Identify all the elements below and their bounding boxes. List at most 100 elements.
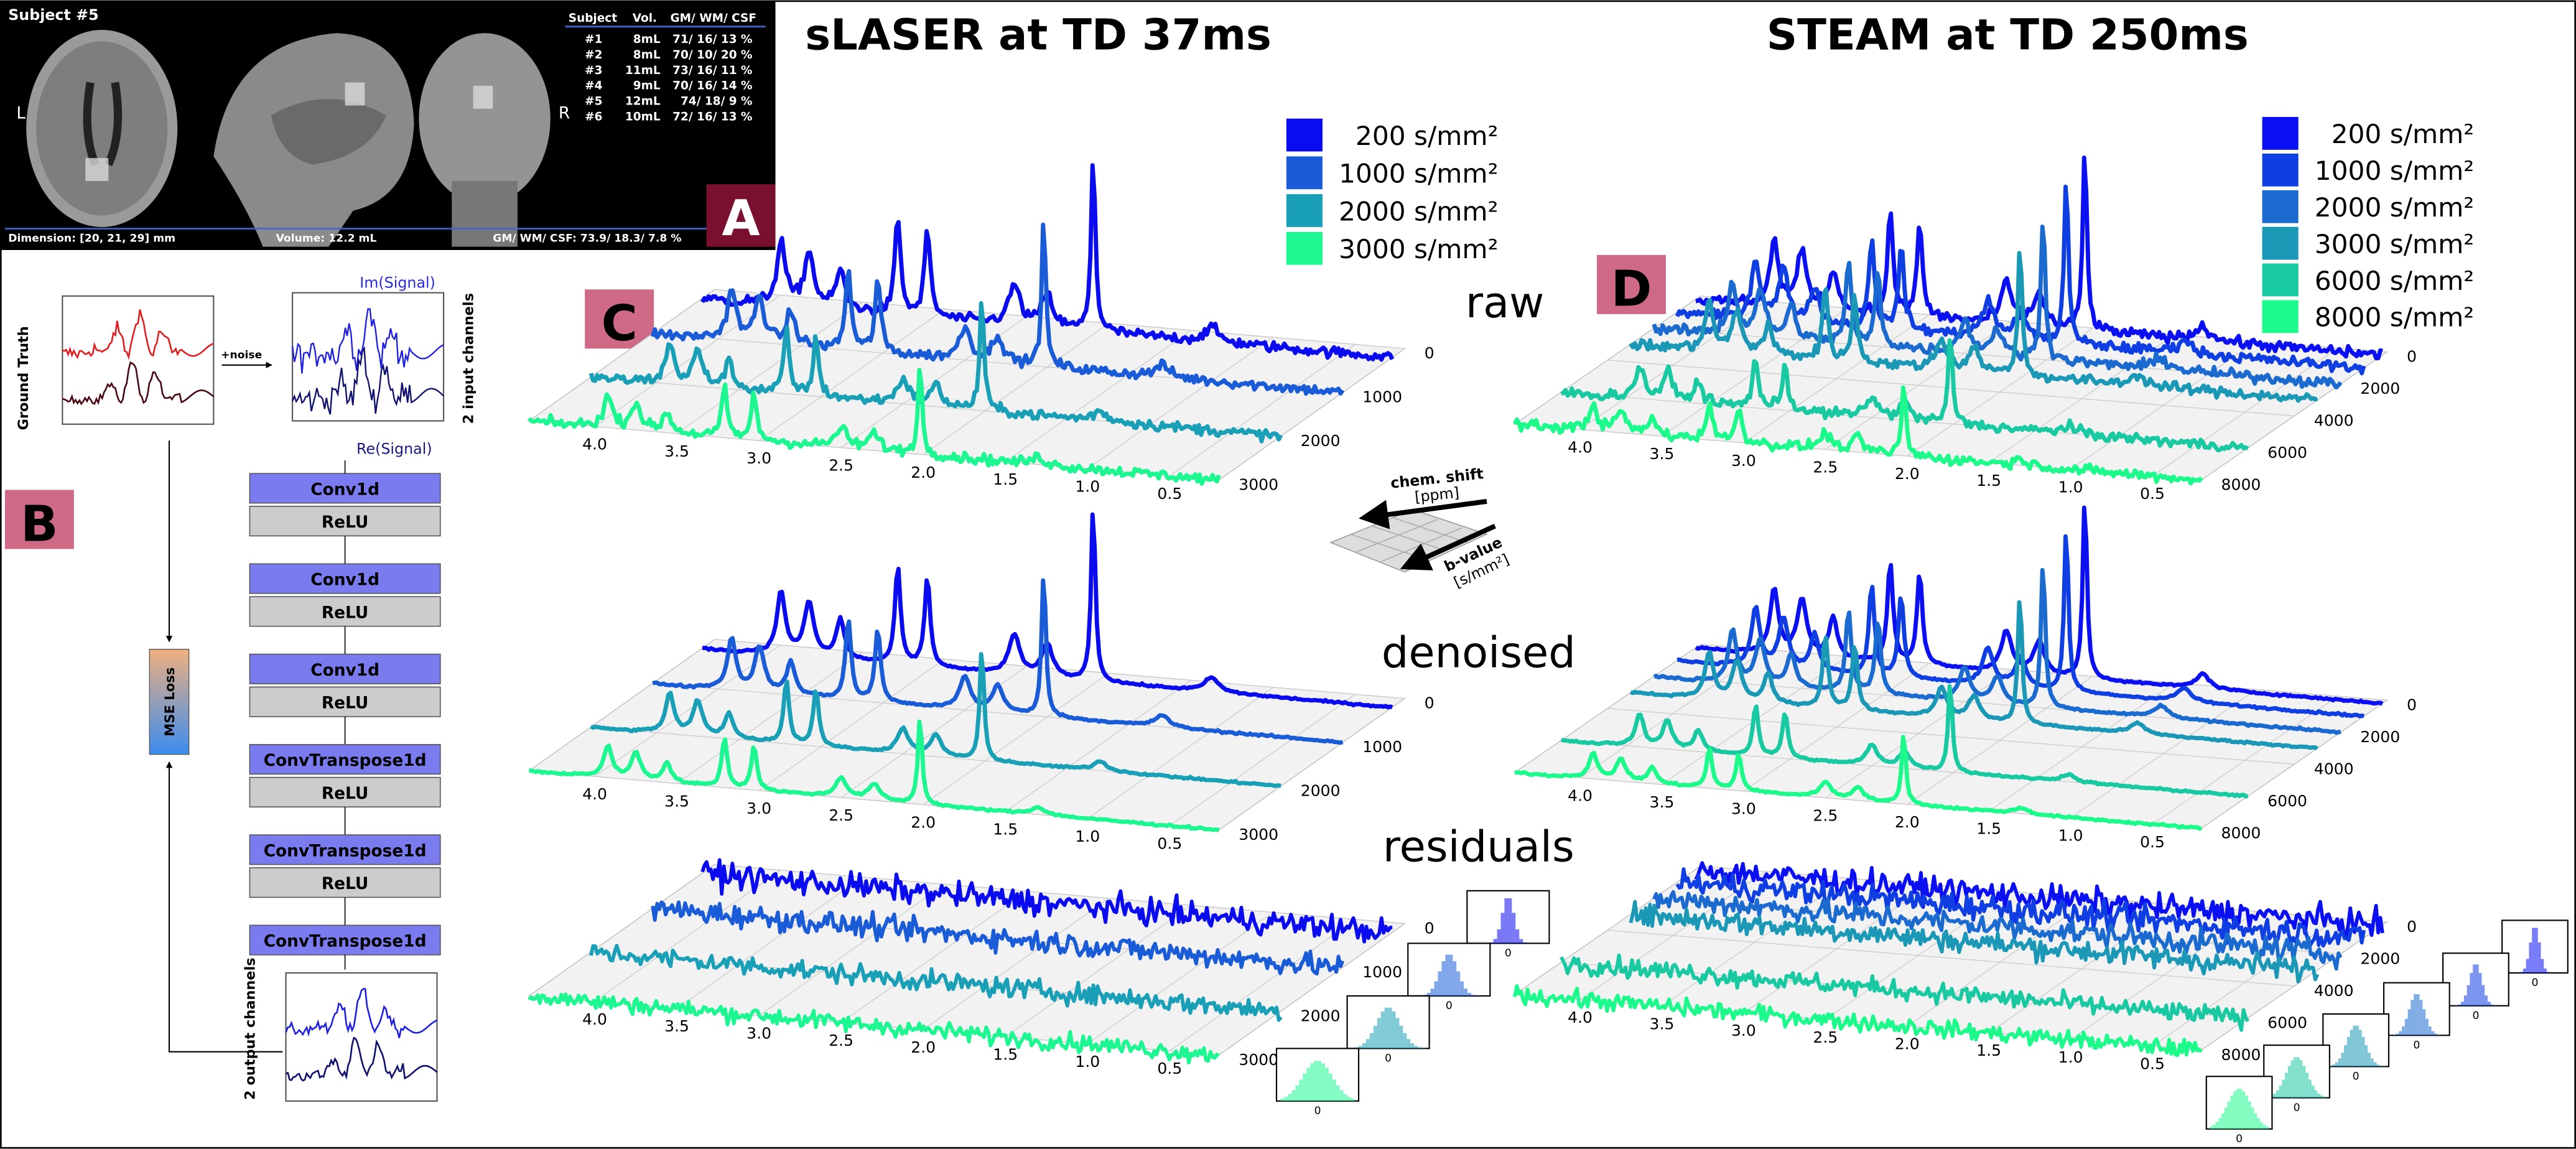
- floor-grid-line: [923, 323, 1110, 455]
- histogram-bar: [2233, 1091, 2236, 1129]
- floor-grid-line: [1005, 679, 1192, 812]
- histogram-bar: [1395, 1018, 1400, 1049]
- input-label: 2 input channels: [461, 293, 477, 424]
- layer-box: [249, 924, 441, 956]
- ppm-tick-label: 1.5: [1976, 820, 2001, 838]
- spectrum: [1629, 251, 2318, 403]
- floor-grid-line: [1514, 424, 2202, 481]
- histogram-bar: [1362, 1043, 1366, 1049]
- spectrum: [700, 858, 1393, 944]
- histogram-bar: [2416, 994, 2420, 1036]
- histogram-bar: [2475, 964, 2479, 1006]
- b-tick-label: 3000: [1239, 475, 1278, 493]
- b-tick-label: 1000: [1362, 738, 1402, 756]
- histogram-bar: [2461, 1002, 2464, 1006]
- histogram-zero: 0: [2472, 1010, 2479, 1022]
- histogram-bar: [1343, 1094, 1347, 1101]
- histogram-bar: [1303, 1073, 1307, 1101]
- signal-box: [292, 292, 445, 422]
- panel-label: C: [602, 294, 638, 352]
- b-tick-label: 1000: [1362, 388, 1402, 406]
- ppm-tick-label: 2.5: [829, 457, 853, 475]
- layer-label: ReLU: [322, 603, 369, 622]
- ppm-tick-label: 4.0: [582, 435, 607, 454]
- floor-grid-line: [1005, 330, 1192, 462]
- signal-trace: [62, 309, 214, 361]
- histogram-bar: [2544, 968, 2547, 973]
- histogram-bar: [2368, 1053, 2371, 1067]
- b-tick-label: 8000: [2221, 824, 2261, 842]
- b-tick-label: 0: [1425, 694, 1434, 712]
- histogram-bar: [1497, 929, 1501, 944]
- histogram-bar: [2350, 1030, 2353, 1067]
- histogram-bar: [2404, 1018, 2408, 1036]
- arrow: [165, 761, 283, 1053]
- histogram-bar: [1467, 992, 1471, 996]
- histogram-bar: [2361, 1036, 2365, 1067]
- floor-grid-line: [676, 651, 863, 784]
- layer-label: ReLU: [322, 874, 369, 893]
- spectrum: [651, 900, 1345, 976]
- b-tick-label: 2000: [2360, 379, 2400, 398]
- histogram-bar: [2230, 1096, 2234, 1129]
- histogram-bar: [2210, 1126, 2213, 1129]
- histogram-bar: [2320, 1096, 2323, 1098]
- histogram-bar: [2314, 1090, 2318, 1098]
- histogram-bar: [1324, 1068, 1329, 1101]
- histogram-bar: [1407, 1039, 1411, 1049]
- signal-trace: [291, 308, 444, 374]
- legend-label: 200 s/mm²: [2332, 119, 2475, 149]
- histogram-bar: [1310, 1063, 1314, 1101]
- icon-x-unit: [ppm]: [1414, 484, 1460, 506]
- ppm-tick-label: 2.0: [911, 1038, 936, 1056]
- spectrum: [1513, 984, 2203, 1058]
- histogram-bar: [1380, 1011, 1385, 1049]
- histogram-bar: [2276, 1090, 2279, 1098]
- histogram-zero: 0: [2413, 1039, 2420, 1051]
- panel-label-box: [706, 184, 776, 247]
- ppm-tick-label: 2.5: [829, 806, 853, 824]
- histogram-bar: [2259, 1122, 2263, 1129]
- spectrum: [1629, 900, 2319, 984]
- layer-label: ReLU: [322, 513, 369, 532]
- b-tick-label: 4000: [2314, 411, 2354, 429]
- table-cell: 73/ 16/ 11 %: [672, 64, 752, 77]
- histogram-bar: [2346, 1036, 2350, 1067]
- ppm-tick-label: 3.0: [1731, 800, 1756, 818]
- histogram-bar: [2376, 1064, 2380, 1067]
- histogram-bar: [1280, 1099, 1285, 1101]
- spectrum: [1560, 953, 2250, 1032]
- table-header: GM/ WM/ CSF: [671, 12, 756, 25]
- histogram-bar: [2335, 1062, 2338, 1067]
- ppm-tick-label: 3.5: [1650, 445, 1675, 463]
- voxel: [473, 85, 493, 109]
- histogram-bar: [2356, 1025, 2359, 1067]
- table-cell: 74/ 18/ 9 %: [681, 95, 753, 108]
- histogram-zero: 0: [1446, 1000, 1453, 1012]
- coronal-neck: [452, 180, 518, 247]
- histogram-bar: [2224, 1107, 2228, 1129]
- table-cell: 9mL: [633, 80, 661, 93]
- panel-title: STEAM at TD 250ms: [1767, 11, 2249, 60]
- re-label: Re(Signal): [356, 440, 432, 457]
- histogram-bar: [1369, 1033, 1374, 1049]
- layer-box: [249, 596, 441, 627]
- spectrum: [652, 578, 1344, 745]
- icon-grid: [1350, 517, 1467, 563]
- layer-label: ReLU: [322, 784, 369, 803]
- histogram-bar: [1519, 939, 1523, 944]
- panel-a: L R Subject #5 Dimension: [20, 21, 29] m…: [0, 0, 776, 250]
- legend-label: 8000 s/mm²: [2315, 302, 2474, 333]
- histogram-bar: [2294, 1057, 2297, 1098]
- histogram-bar: [1306, 1068, 1311, 1101]
- histogram-bar: [1359, 1046, 1363, 1049]
- histogram-bar: [1399, 1025, 1403, 1049]
- histogram-zero: 0: [2353, 1071, 2360, 1083]
- histogram-bar: [1434, 981, 1438, 996]
- histogram-bar: [2534, 928, 2538, 973]
- histogram-bar: [2257, 1118, 2260, 1129]
- histogram-zero: 0: [1385, 1053, 1392, 1065]
- histogram-bar: [2248, 1101, 2251, 1129]
- layer-box: [249, 563, 441, 594]
